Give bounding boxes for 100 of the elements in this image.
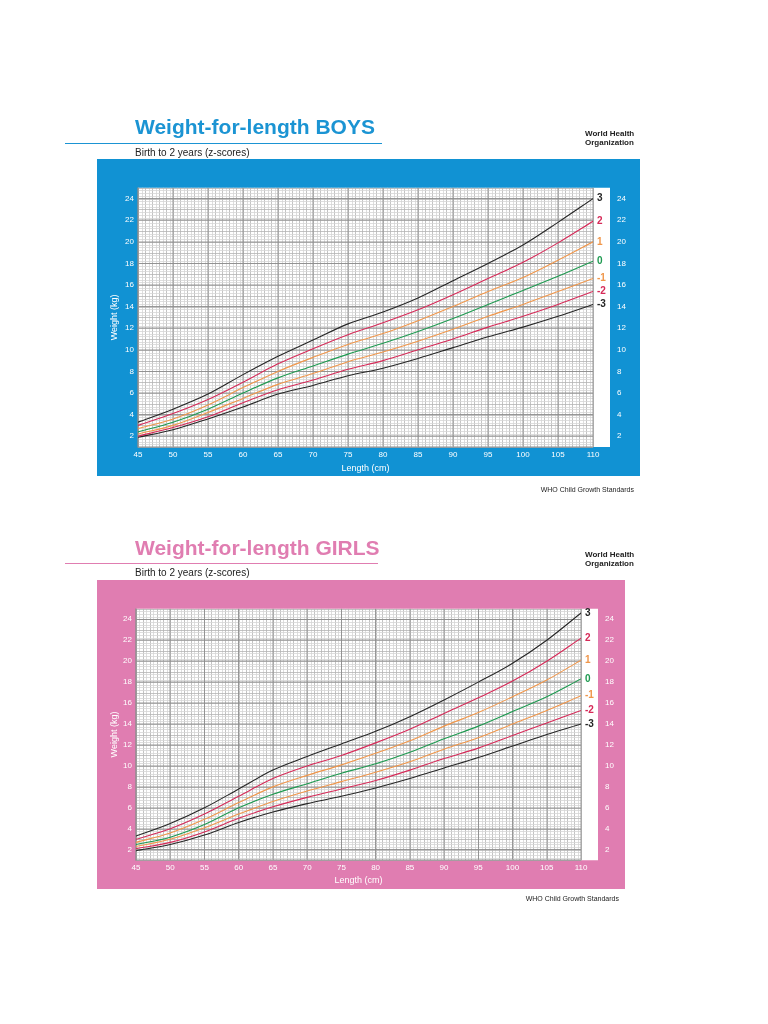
x-tick-label: 110: [586, 450, 600, 459]
x-tick-label: 60: [238, 450, 248, 459]
series-label: 3: [597, 192, 603, 204]
y-tick-label: 8: [129, 366, 135, 376]
y-tick-label: 18: [123, 677, 133, 687]
x-tick-label: 80: [378, 450, 388, 459]
x-tick-label: 60: [234, 863, 244, 873]
y-tick-label: 22: [123, 635, 133, 645]
series-label: -3: [597, 298, 607, 310]
y2-tick-label: 8: [617, 366, 622, 376]
x-axis-title: Length (cm): [341, 463, 390, 474]
x-tick-label: 50: [168, 450, 178, 459]
x-tick-label: 70: [308, 450, 318, 459]
x-tick-label: 90: [439, 863, 450, 873]
y2-tick-label: 16: [617, 280, 627, 290]
y2-tick-label: 14: [617, 301, 627, 311]
series-label: 1: [597, 235, 603, 247]
series-label: 2: [597, 215, 603, 227]
y2-tick-label: 4: [605, 823, 610, 833]
series-label: -1: [585, 689, 595, 701]
series-label: -1: [597, 272, 607, 284]
x-tick-label: 110: [574, 863, 588, 873]
text: World Health Organization: [585, 129, 636, 147]
y2-tick-label: 22: [617, 215, 627, 225]
series-label: 3: [585, 606, 591, 618]
y-axis-title: Weight (kg): [108, 711, 119, 758]
x-axis-title: Length (cm): [334, 875, 383, 886]
series-label: 2: [585, 631, 591, 643]
y2-tick-label: 16: [605, 698, 615, 708]
y2-tick-label: 24: [605, 614, 615, 624]
x-tick-label: 90: [448, 450, 458, 459]
y-tick-label: 4: [129, 409, 135, 419]
y-axis-title: Weight (kg): [108, 294, 119, 341]
chart-title: Weight-for-length GIRLS: [135, 535, 380, 560]
y-tick-label: 10: [123, 761, 133, 771]
y2-tick-label: 22: [605, 635, 615, 645]
x-tick-label: 105: [551, 450, 566, 459]
x-tick-label: 55: [200, 863, 210, 873]
x-tick-label: 95: [483, 450, 493, 459]
series-label: 1: [585, 653, 591, 665]
y2-tick-label: 2: [605, 844, 610, 854]
y-tick-label: 6: [129, 388, 135, 398]
chart-title: Weight-for-length BOYS: [135, 114, 375, 139]
y-tick-label: 18: [125, 258, 135, 268]
x-tick-label: 45: [133, 450, 143, 459]
text: World Health Organization: [585, 550, 636, 568]
y2-tick-label: 2: [617, 431, 622, 441]
x-tick-label: 65: [273, 450, 283, 459]
chart-subtitle: Birth to 2 years (z-scores): [135, 146, 250, 159]
x-tick-label: 100: [505, 863, 520, 873]
y-tick-label: 8: [127, 782, 133, 792]
y2-tick-label: 12: [605, 740, 615, 750]
y-tick-label: 4: [127, 823, 133, 833]
x-tick-label: 45: [131, 863, 141, 873]
x-tick-label: 65: [268, 863, 278, 873]
x-tick-label: 70: [302, 863, 313, 873]
y-tick-label: 6: [127, 803, 133, 813]
x-tick-label: 50: [165, 863, 176, 873]
y2-tick-label: 8: [605, 782, 610, 792]
x-tick-label: 85: [405, 863, 415, 873]
series-label: 0: [585, 672, 591, 684]
y-tick-label: 2: [129, 431, 135, 441]
y2-tick-label: 14: [605, 719, 615, 729]
y2-tick-label: 6: [617, 388, 622, 398]
y2-tick-label: 24: [617, 193, 627, 203]
x-tick-label: 80: [371, 863, 381, 873]
series-label: -2: [585, 704, 595, 716]
series-label: -3: [585, 717, 595, 729]
y-tick-label: 10: [125, 345, 135, 354]
y2-tick-label: 20: [605, 656, 615, 666]
y2-tick-label: 18: [617, 258, 627, 268]
y-tick-label: 24: [123, 614, 133, 624]
y2-tick-label: 10: [605, 761, 615, 771]
chart-subtitle: Birth to 2 years (z-scores): [135, 566, 250, 579]
y2-tick-label: 4: [617, 409, 622, 419]
y-tick-label: 16: [125, 280, 135, 290]
y-tick-label: 24: [125, 193, 135, 203]
x-tick-label: 85: [413, 450, 423, 459]
x-tick-label: 55: [203, 450, 213, 459]
y-tick-label: 2: [127, 844, 133, 854]
y-tick-label: 12: [125, 323, 135, 333]
y-tick-label: 22: [125, 215, 135, 225]
y-tick-label: 12: [123, 740, 133, 750]
x-tick-label: 100: [516, 450, 531, 459]
y-tick-label: 20: [123, 656, 133, 666]
y2-tick-label: 6: [605, 803, 610, 813]
y2-tick-label: 18: [605, 677, 615, 687]
x-tick-label: 95: [473, 863, 484, 873]
y-tick-label: 14: [125, 301, 135, 311]
y-tick-label: 20: [125, 237, 135, 246]
series-label: 0: [597, 254, 603, 266]
x-tick-label: 75: [343, 450, 353, 459]
x-tick-label: 105: [540, 863, 554, 873]
y-tick-label: 16: [123, 698, 133, 708]
y-tick-label: 14: [123, 719, 133, 729]
series-label: -2: [597, 285, 607, 297]
y2-tick-label: 10: [617, 345, 627, 354]
x-tick-label: 75: [336, 863, 347, 873]
y2-tick-label: 12: [617, 323, 627, 333]
y2-tick-label: 20: [617, 237, 627, 246]
